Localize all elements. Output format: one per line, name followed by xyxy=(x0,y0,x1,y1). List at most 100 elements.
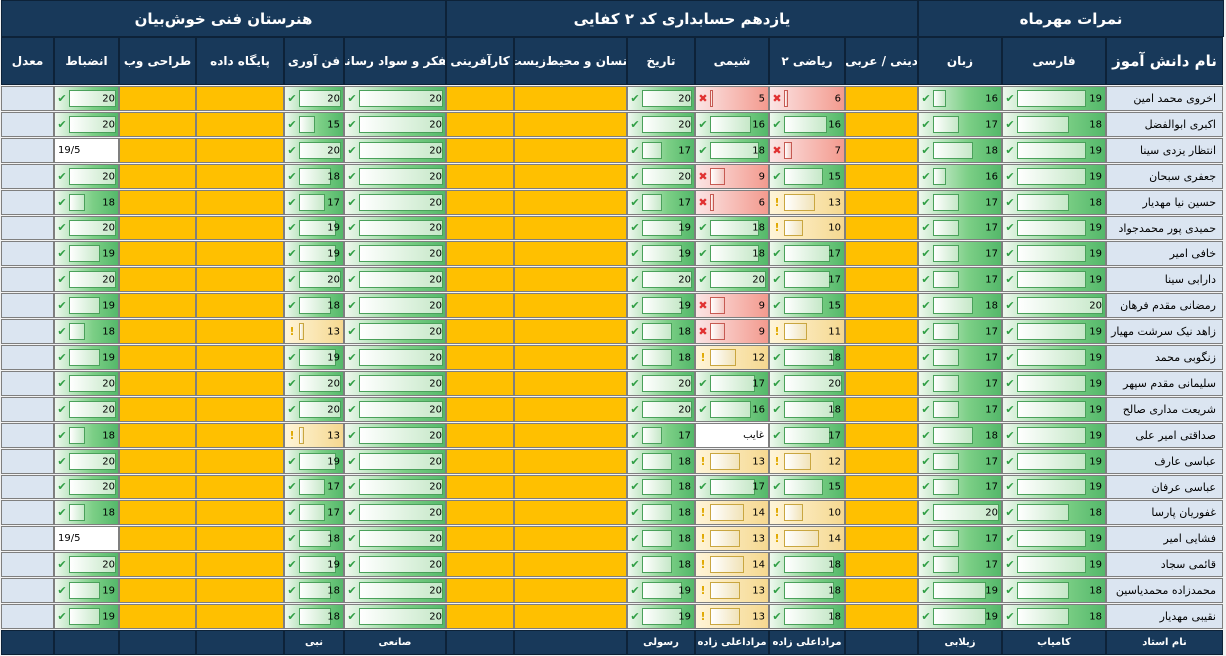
grade-cell-tarikh[interactable]: ✔ 20 xyxy=(627,86,695,111)
grade-cell-farsi[interactable]: ✔ 20 xyxy=(1002,293,1106,318)
grade-cell-karafarini[interactable] xyxy=(446,293,514,318)
grade-cell-web[interactable] xyxy=(119,552,196,577)
grade-cell-web[interactable] xyxy=(119,86,196,111)
grade-cell-zaban[interactable]: ✔ 17 xyxy=(918,267,1002,292)
grade-cell-tarikh[interactable]: ✔ 19 xyxy=(627,216,695,240)
grade-cell-shimi[interactable]: ✔ 18 xyxy=(695,138,769,163)
grade-cell-database[interactable] xyxy=(196,552,284,577)
grade-cell-tarikh[interactable]: ✔ 19 xyxy=(627,241,695,266)
grade-cell-fanavari[interactable]: ✔ 17 xyxy=(284,190,344,215)
grade-cell-karafarini[interactable] xyxy=(446,423,514,448)
grade-cell-web[interactable] xyxy=(119,500,196,525)
grade-cell-tafakor[interactable]: ✔ 20 xyxy=(344,267,446,292)
student-name[interactable]: انتظار یزدی سینا xyxy=(1106,138,1223,163)
grade-cell-tafakor[interactable]: ✔ 20 xyxy=(344,345,446,370)
grade-cell-web[interactable] xyxy=(119,423,196,448)
grade-cell-web[interactable] xyxy=(119,345,196,370)
grade-cell-shimi[interactable]: غایب xyxy=(695,423,769,448)
grade-cell-karafarini[interactable] xyxy=(446,397,514,422)
grade-cell-enzebat[interactable]: ✔ 19 xyxy=(54,241,119,266)
grade-cell-database[interactable] xyxy=(196,345,284,370)
grade-cell-tarikh[interactable]: ✔ 18 xyxy=(627,552,695,577)
grade-cell-riazi[interactable]: ! 10 xyxy=(769,216,845,240)
grade-cell-farsi[interactable]: ✔ 19 xyxy=(1002,371,1106,396)
grade-cell-tafakor[interactable]: ✔ 20 xyxy=(344,319,446,344)
grade-cell-riazi[interactable]: ✔ 18 xyxy=(769,604,845,629)
grade-cell-dini[interactable] xyxy=(845,371,918,396)
grade-cell-web[interactable] xyxy=(119,526,196,551)
grade-cell-web[interactable] xyxy=(119,293,196,318)
grade-cell-tarikh[interactable]: ✔ 18 xyxy=(627,449,695,474)
grade-cell-farsi[interactable]: ✔ 19 xyxy=(1002,319,1106,344)
grade-cell-ensan[interactable] xyxy=(514,216,627,240)
grade-cell-farsi[interactable]: ✔ 18 xyxy=(1002,190,1106,215)
grade-cell-moadel[interactable] xyxy=(1,423,54,448)
grade-cell-moadel[interactable] xyxy=(1,449,54,474)
grade-cell-ensan[interactable] xyxy=(514,397,627,422)
grade-cell-karafarini[interactable] xyxy=(446,552,514,577)
grade-cell-farsi[interactable]: ✔ 19 xyxy=(1002,216,1106,240)
grade-cell-shimi[interactable]: ! 14 xyxy=(695,500,769,525)
grade-cell-fanavari[interactable]: ! 13 xyxy=(284,423,344,448)
grade-cell-ensan[interactable] xyxy=(514,526,627,551)
column-header-fanavari[interactable]: فن آوری xyxy=(284,37,344,85)
grade-cell-moadel[interactable] xyxy=(1,397,54,422)
grade-cell-riazi[interactable]: ! 11 xyxy=(769,319,845,344)
grade-cell-tarikh[interactable]: ✔ 17 xyxy=(627,138,695,163)
student-name[interactable]: زاهد نیک سرشت مهیار xyxy=(1106,319,1223,344)
grade-cell-shimi[interactable]: ✖ 9 xyxy=(695,164,769,189)
student-name[interactable]: سلیمانی مقدم سپهر xyxy=(1106,371,1223,396)
grade-cell-fanavari[interactable]: ✔ 19 xyxy=(284,552,344,577)
grade-cell-ensan[interactable] xyxy=(514,604,627,629)
grade-cell-fanavari[interactable]: ✔ 20 xyxy=(284,397,344,422)
grade-cell-database[interactable] xyxy=(196,267,284,292)
grade-cell-riazi[interactable]: ✖ 7 xyxy=(769,138,845,163)
grade-cell-karafarini[interactable] xyxy=(446,604,514,629)
grade-cell-tafakor[interactable]: ✔ 20 xyxy=(344,112,446,137)
grade-cell-tarikh[interactable]: ✔ 19 xyxy=(627,604,695,629)
grade-cell-tafakor[interactable]: ✔ 20 xyxy=(344,241,446,266)
grade-cell-zaban[interactable]: ✔ 17 xyxy=(918,216,1002,240)
grade-cell-tarikh[interactable]: ✔ 20 xyxy=(627,164,695,189)
student-name[interactable]: صداقتی امیر علی xyxy=(1106,423,1223,448)
grade-cell-riazi[interactable]: ✔ 17 xyxy=(769,423,845,448)
grade-cell-tafakor[interactable]: ✔ 20 xyxy=(344,500,446,525)
grade-cell-enzebat[interactable]: ✔ 18 xyxy=(54,190,119,215)
grade-cell-enzebat[interactable]: ✔ 20 xyxy=(54,449,119,474)
grade-cell-shimi[interactable]: ! 13 xyxy=(695,604,769,629)
grade-cell-tafakor[interactable]: ✔ 20 xyxy=(344,86,446,111)
grade-cell-dini[interactable] xyxy=(845,578,918,603)
grade-cell-farsi[interactable]: ✔ 19 xyxy=(1002,552,1106,577)
grade-cell-tarikh[interactable]: ✔ 17 xyxy=(627,190,695,215)
grade-cell-ensan[interactable] xyxy=(514,475,627,499)
grade-cell-farsi[interactable]: ✔ 19 xyxy=(1002,241,1106,266)
column-header-zaban[interactable]: زبان xyxy=(918,37,1002,85)
grade-cell-farsi[interactable]: ✔ 19 xyxy=(1002,138,1106,163)
grade-cell-tafakor[interactable]: ✔ 20 xyxy=(344,604,446,629)
grade-cell-dini[interactable] xyxy=(845,345,918,370)
grade-cell-web[interactable] xyxy=(119,190,196,215)
column-header-tarikh[interactable]: تاریخ xyxy=(627,37,695,85)
grade-cell-tarikh[interactable]: ✔ 18 xyxy=(627,500,695,525)
grade-cell-fanavari[interactable]: ✔ 19 xyxy=(284,345,344,370)
grade-cell-riazi[interactable]: ✔ 18 xyxy=(769,578,845,603)
grade-cell-zaban[interactable]: ✔ 19 xyxy=(918,578,1002,603)
grade-cell-tarikh[interactable]: ✔ 18 xyxy=(627,345,695,370)
grade-cell-tafakor[interactable]: ✔ 20 xyxy=(344,423,446,448)
grade-cell-zaban[interactable]: ✔ 19 xyxy=(918,604,1002,629)
grade-cell-shimi[interactable]: ! 13 xyxy=(695,449,769,474)
grade-cell-dini[interactable] xyxy=(845,241,918,266)
grade-cell-tafakor[interactable]: ✔ 20 xyxy=(344,293,446,318)
grade-cell-moadel[interactable] xyxy=(1,190,54,215)
grade-cell-fanavari[interactable]: ✔ 19 xyxy=(284,449,344,474)
grade-cell-enzebat[interactable]: 19/5 xyxy=(54,526,119,551)
grade-cell-ensan[interactable] xyxy=(514,449,627,474)
grade-cell-ensan[interactable] xyxy=(514,86,627,111)
grade-cell-riazi[interactable]: ✔ 15 xyxy=(769,293,845,318)
grade-cell-web[interactable] xyxy=(119,164,196,189)
grade-cell-tafakor[interactable]: ✔ 20 xyxy=(344,475,446,499)
grade-cell-tafakor[interactable]: ✔ 20 xyxy=(344,397,446,422)
grade-cell-enzebat[interactable]: ✔ 18 xyxy=(54,319,119,344)
grade-cell-farsi[interactable]: ✔ 18 xyxy=(1002,604,1106,629)
grade-cell-karafarini[interactable] xyxy=(446,267,514,292)
